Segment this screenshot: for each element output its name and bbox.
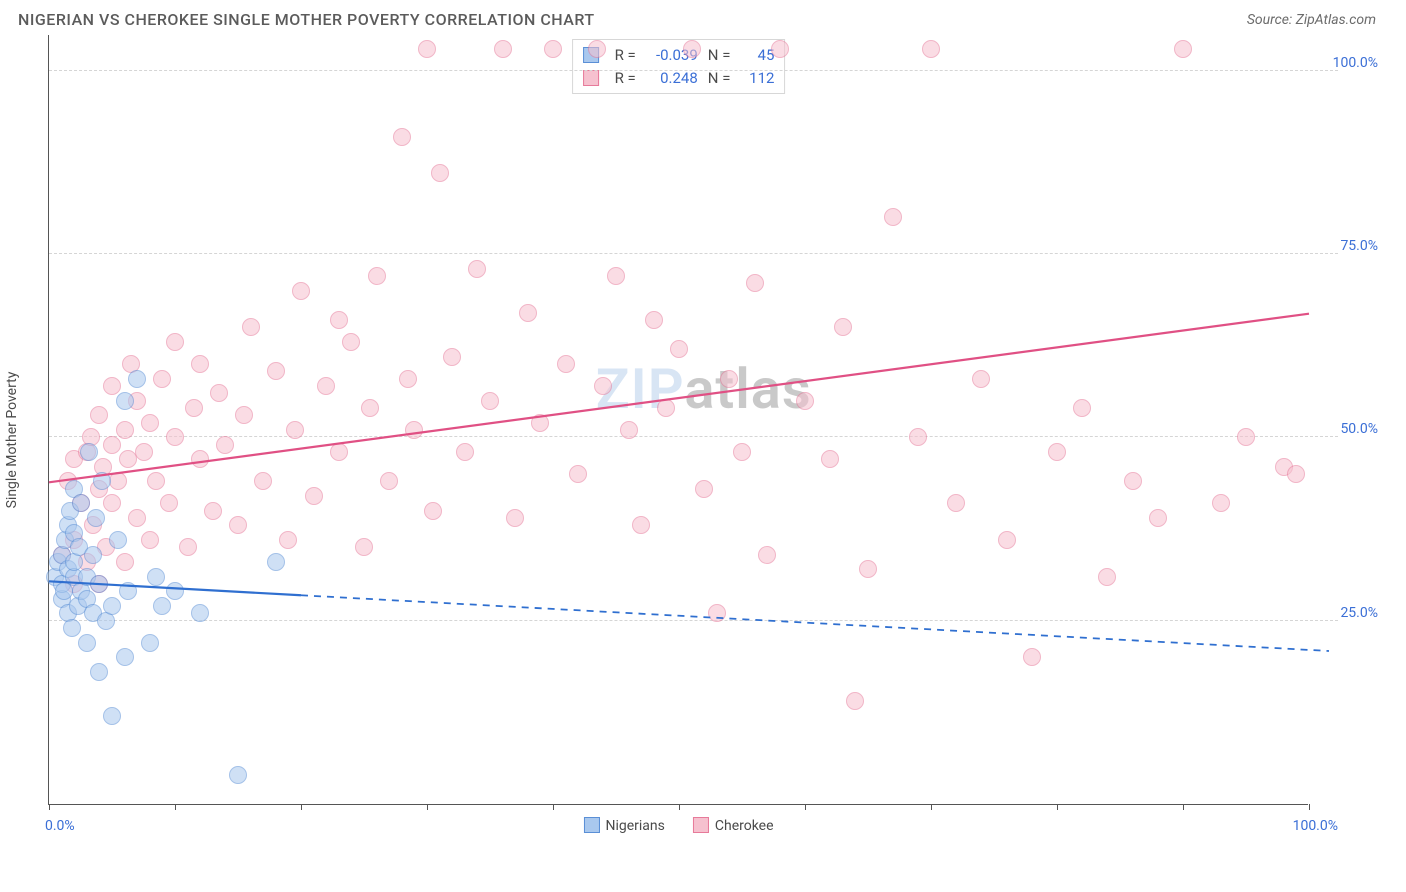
legend-label-nigerians: Nigerians <box>605 818 664 834</box>
legend-item-nigerians: Nigerians <box>583 817 664 834</box>
y-tick-label: 100.0% <box>1333 55 1378 71</box>
chart-title: NIGERIAN VS CHEROKEE SINGLE MOTHER POVER… <box>18 10 595 29</box>
y-tick-label: 50.0% <box>1340 421 1378 437</box>
x-axis-min-label: 0.0% <box>45 818 75 834</box>
trendline-cherokee <box>49 35 1339 805</box>
chart-source: Source: ZipAtlas.com <box>1247 12 1376 28</box>
chart-header: NIGERIAN VS CHEROKEE SINGLE MOTHER POVER… <box>0 0 1406 35</box>
y-tick-label: 25.0% <box>1340 605 1378 621</box>
x-axis-max-label: 100.0% <box>1293 818 1338 834</box>
plot-region: ZIPatlas R = -0.039 N = 45 R = 0.248 N =… <box>48 35 1308 805</box>
legend-label-cherokee: Cherokee <box>715 818 774 834</box>
legend-item-cherokee: Cherokee <box>693 817 774 834</box>
legend-swatch-cherokee <box>693 817 709 833</box>
chart-area: Single Mother Poverty ZIPatlas R = -0.03… <box>18 35 1388 845</box>
legend-bottom: Nigerians Cherokee <box>583 817 773 834</box>
y-axis-label: Single Mother Poverty <box>4 372 20 509</box>
y-tick-label: 75.0% <box>1340 238 1378 254</box>
legend-swatch-nigerians <box>583 817 599 833</box>
